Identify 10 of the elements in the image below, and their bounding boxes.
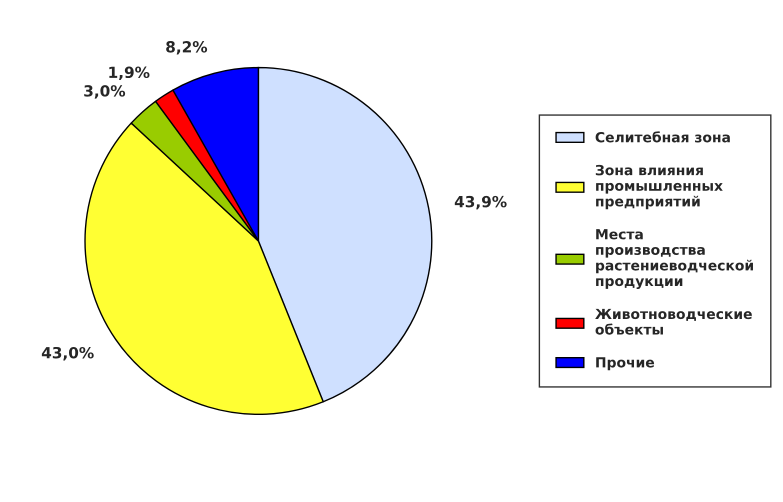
legend-label: Селитебная зона [596, 131, 730, 142]
legend-label: Прочие [596, 357, 654, 370]
legend-label: Места производства растениеводческой продукции [596, 229, 753, 289]
data-label: 8,2% [166, 41, 208, 55]
legend-label: Зона влияния промышленных предприятий [596, 164, 723, 210]
data-label: 43,0% [42, 346, 94, 360]
legend-label: Животноводческие объекты [595, 308, 752, 335]
data-label: 43,9% [454, 196, 507, 210]
data-label: 1,9% [109, 66, 150, 80]
data-label: 3,0% [84, 85, 126, 99]
